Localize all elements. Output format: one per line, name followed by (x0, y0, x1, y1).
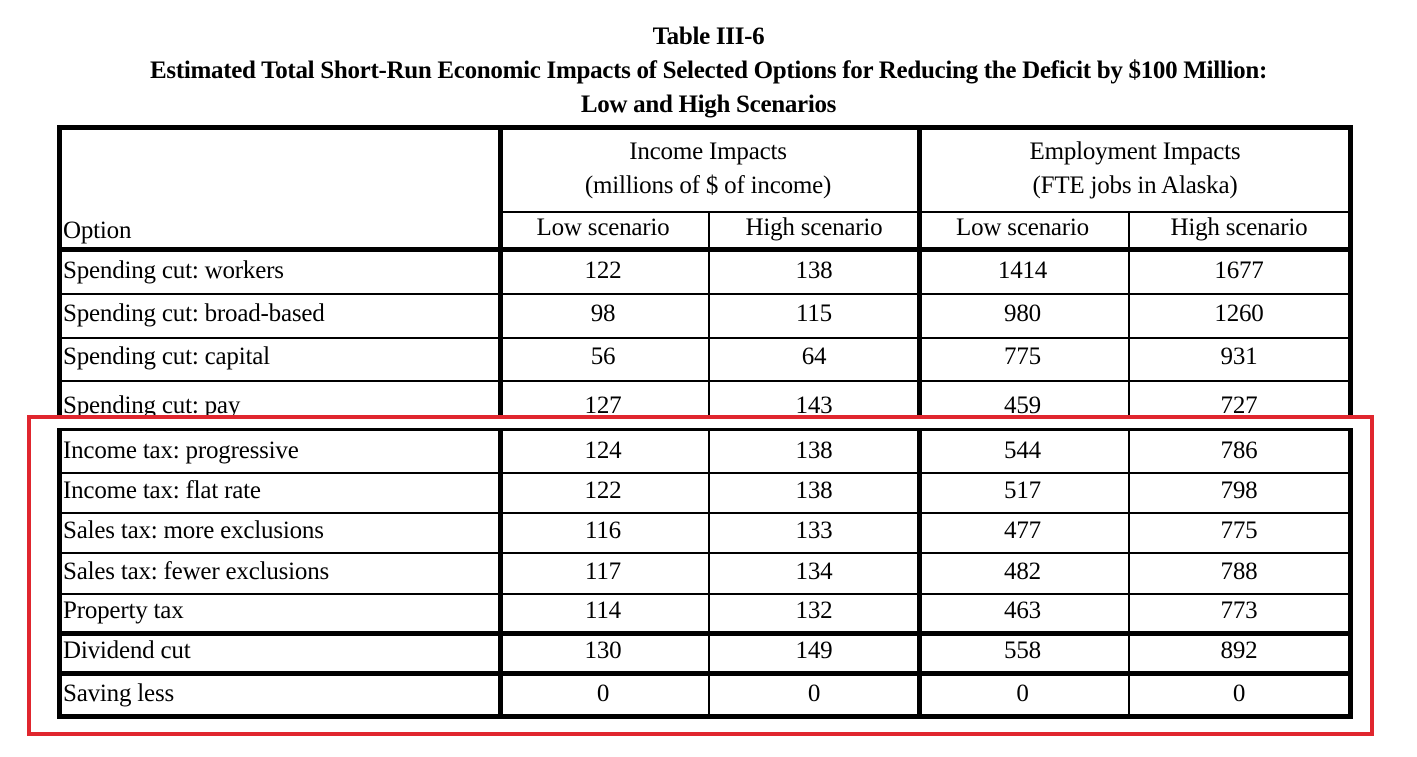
income-high-cell: 138 (795, 477, 833, 504)
group-rule (62, 426, 1348, 431)
table-subtitle-line-1: Estimated Total Short-Run Economic Impac… (150, 57, 1267, 84)
employment-impacts-header: Employment Impacts (1029, 138, 1241, 165)
option-cell: Income tax: flat rate (63, 477, 261, 504)
income-low-cell: 130 (584, 637, 622, 664)
header-bottom-rule (62, 247, 1348, 252)
option-cell: Spending cut: broad-based (63, 300, 325, 327)
option-cell: Property tax (63, 597, 184, 624)
income-low-cell: 117 (585, 558, 621, 585)
row-divider (62, 593, 1348, 595)
employment-low-cell: 558 (1004, 637, 1041, 664)
employment-low-cell: 517 (1004, 477, 1041, 504)
employment-low-cell: 459 (1004, 392, 1041, 419)
income-high-cell: 64 (801, 343, 827, 370)
income-high-cell: 138 (795, 437, 833, 464)
employment-high-cell: 931 (1220, 343, 1258, 370)
employment-subcolumn-divider (1128, 211, 1130, 714)
employment-high-cell: 1260 (1214, 300, 1264, 327)
option-header: Option (63, 217, 132, 244)
income-low-cell: 114 (585, 597, 621, 624)
income-impacts-header: Income Impacts (629, 138, 787, 165)
employment-high-cell: 798 (1220, 477, 1258, 504)
employment-low-cell: 477 (1004, 517, 1041, 544)
occluding-strip (30, 418, 1371, 428)
income-high-cell: 132 (795, 597, 833, 624)
row-divider (62, 512, 1348, 514)
employment-high-cell: 1677 (1214, 257, 1264, 284)
income-low-cell: 98 (590, 300, 616, 327)
employment-high-cell: 788 (1220, 558, 1258, 585)
option-cell: Spending cut: pay (63, 392, 241, 419)
income-high-header: High scenario (745, 214, 883, 241)
income-low-cell: 116 (585, 517, 621, 544)
employment-high-cell: 773 (1220, 597, 1258, 624)
income-high-cell: 134 (795, 558, 833, 585)
income-high-cell: 133 (795, 517, 833, 544)
employment-low-cell: 482 (1004, 558, 1041, 585)
employment-low-cell: 980 (1004, 300, 1041, 327)
employment-high-cell: 727 (1220, 392, 1258, 419)
income-low-cell: 122 (584, 257, 622, 284)
employment-impacts-unit: (FTE jobs in Alaska) (1032, 172, 1238, 199)
group-header-divider (503, 211, 1348, 213)
employment-low-cell: 775 (1004, 343, 1041, 370)
option-cell: Sales tax: more exclusions (63, 517, 324, 544)
income-high-cell: 115 (796, 300, 832, 327)
option-cell: Saving less (63, 680, 174, 707)
income-low-cell: 124 (584, 437, 622, 464)
income-low-header: Low scenario (536, 214, 670, 241)
employment-high-header: High scenario (1170, 214, 1308, 241)
employment-low-cell: 463 (1004, 597, 1041, 624)
employment-high-cell: 0 (1232, 680, 1246, 707)
income-high-cell: 0 (807, 680, 821, 707)
employment-low-cell: 544 (1004, 437, 1041, 464)
row-divider (62, 380, 1348, 382)
income-low-cell: 122 (584, 477, 622, 504)
option-cell: Sales tax: fewer exclusions (63, 558, 330, 585)
employment-low-cell: 1414 (997, 257, 1048, 284)
table-title: Table III-6 (652, 23, 765, 50)
income-low-cell: 127 (584, 392, 622, 419)
income-impacts-unit: (millions of $ of income) (584, 172, 832, 199)
group-rule (62, 671, 1348, 676)
employment-high-cell: 775 (1220, 517, 1258, 544)
option-cell: Dividend cut (63, 637, 191, 664)
option-cell: Income tax: progressive (63, 437, 299, 464)
option-cell: Spending cut: workers (63, 257, 284, 284)
row-divider (62, 472, 1348, 474)
row-divider (62, 293, 1348, 295)
income-low-cell: 56 (590, 343, 616, 370)
table-subtitle-line-2: Low and High Scenarios (580, 91, 837, 118)
employment-high-cell: 892 (1220, 637, 1258, 664)
employment-low-cell: 0 (1016, 680, 1029, 707)
income-high-cell: 138 (795, 257, 833, 284)
row-divider (62, 552, 1348, 554)
group-rule (62, 631, 1348, 636)
table-title-block: Table III-6 Estimated Total Short-Run Ec… (0, 20, 1417, 122)
income-low-cell: 0 (596, 680, 610, 707)
row-divider (62, 337, 1348, 339)
income-high-cell: 143 (795, 392, 833, 419)
income-high-cell: 149 (795, 637, 833, 664)
option-cell: Spending cut: capital (63, 343, 270, 370)
employment-low-header: Low scenario (956, 214, 1089, 241)
employment-high-cell: 786 (1220, 437, 1258, 464)
income-subcolumn-divider (708, 211, 710, 714)
